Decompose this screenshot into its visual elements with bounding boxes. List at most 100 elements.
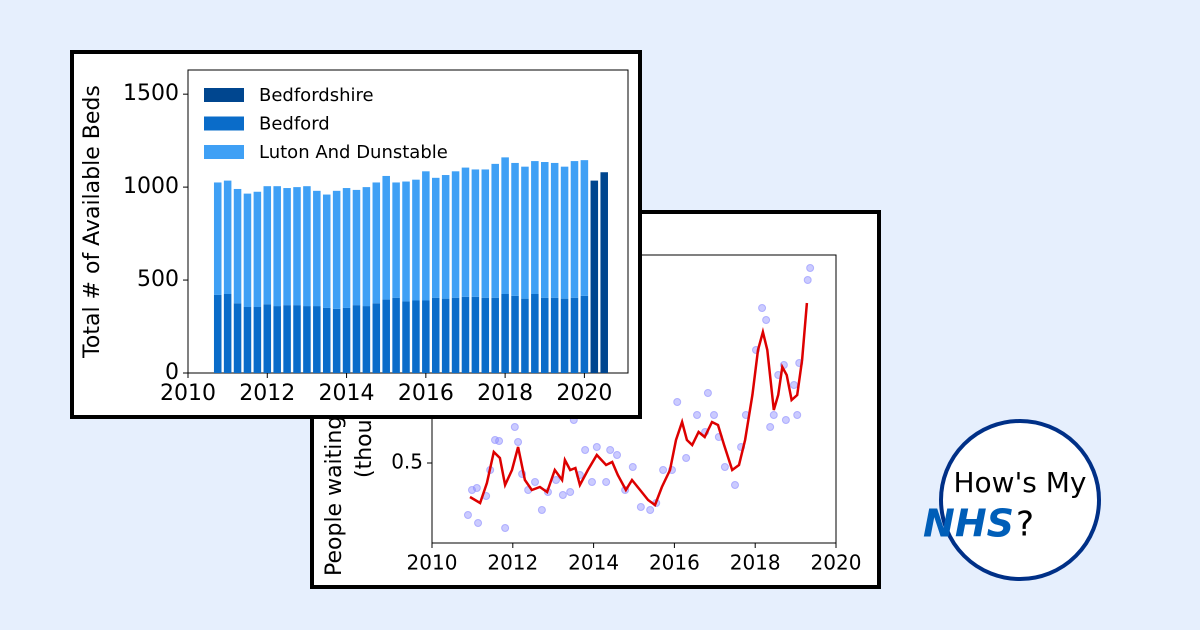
bar bbox=[392, 182, 400, 298]
x-tick-label: 2016 bbox=[398, 381, 454, 406]
scatter-point bbox=[693, 411, 702, 419]
x-tick-label: 2020 bbox=[556, 381, 612, 406]
x-tick-label: 2010 bbox=[160, 381, 216, 406]
bar bbox=[372, 182, 381, 304]
bar bbox=[471, 296, 480, 373]
bar bbox=[243, 193, 252, 308]
scatter-point bbox=[709, 411, 718, 419]
scatter-point bbox=[552, 476, 561, 484]
bar bbox=[273, 306, 281, 373]
scatter-point bbox=[781, 416, 790, 424]
scatter-point bbox=[731, 481, 739, 489]
bar bbox=[392, 297, 400, 373]
bar bbox=[283, 305, 291, 373]
scatter-point bbox=[472, 484, 481, 492]
bar bbox=[531, 161, 539, 294]
bar bbox=[481, 297, 490, 373]
bar bbox=[263, 304, 272, 373]
y-tick-label: 1500 bbox=[123, 81, 179, 106]
bar bbox=[600, 172, 608, 373]
bar bbox=[570, 297, 579, 373]
scatter-point bbox=[789, 381, 798, 389]
scatter-point bbox=[587, 478, 596, 486]
bar bbox=[362, 306, 371, 373]
bar bbox=[441, 298, 450, 373]
scatter-point bbox=[793, 411, 802, 419]
bar bbox=[283, 188, 291, 306]
scatter-point bbox=[758, 304, 767, 312]
bar bbox=[511, 295, 519, 373]
y-axis-label: People waiting bbox=[322, 416, 347, 576]
bar bbox=[362, 187, 371, 307]
scatter-point bbox=[602, 478, 611, 486]
bar bbox=[313, 190, 321, 307]
scatter-point bbox=[510, 423, 519, 431]
legend-label: Bedford bbox=[259, 114, 330, 135]
bar bbox=[451, 171, 460, 298]
bar bbox=[342, 307, 351, 373]
bar bbox=[590, 180, 599, 373]
logo-circle bbox=[939, 419, 1101, 581]
bar bbox=[521, 298, 529, 373]
bar bbox=[322, 194, 331, 308]
y-tick-label: 500 bbox=[137, 267, 179, 292]
bar bbox=[253, 307, 262, 373]
bar bbox=[422, 300, 430, 373]
scatter-point bbox=[628, 463, 637, 471]
x-tick-label: 2016 bbox=[649, 551, 700, 575]
logo-mark: ? bbox=[1016, 505, 1034, 545]
scatter-point bbox=[720, 463, 729, 471]
x-tick-label: 2012 bbox=[239, 381, 295, 406]
bar bbox=[332, 308, 341, 373]
trend-line bbox=[469, 302, 809, 507]
bar bbox=[293, 305, 301, 373]
x-tick-label: 2012 bbox=[487, 551, 538, 575]
bar bbox=[342, 188, 351, 308]
bar bbox=[461, 167, 470, 297]
bar bbox=[580, 160, 589, 296]
bar bbox=[491, 297, 499, 373]
scatter-point bbox=[537, 506, 546, 514]
scatter-point bbox=[566, 488, 575, 496]
bar bbox=[580, 295, 589, 373]
bar bbox=[431, 297, 440, 373]
bar bbox=[550, 162, 559, 298]
scatter-point bbox=[673, 398, 682, 406]
bar bbox=[332, 190, 341, 309]
legend-label: Luton And Dunstable bbox=[259, 142, 448, 163]
scatter-point bbox=[592, 443, 601, 451]
legend-swatch bbox=[204, 116, 244, 131]
bar bbox=[243, 307, 252, 373]
scatter-point bbox=[581, 446, 590, 454]
bar bbox=[352, 189, 361, 306]
bar bbox=[303, 306, 311, 373]
bar bbox=[461, 296, 470, 373]
legend-swatch bbox=[204, 145, 244, 159]
scatter-point bbox=[558, 491, 567, 499]
scatter-point bbox=[501, 524, 510, 532]
scatter-point bbox=[806, 264, 815, 272]
scatter-point bbox=[636, 503, 645, 511]
legend-label: Bedfordshire bbox=[259, 85, 374, 106]
y-tick-label: 1000 bbox=[123, 174, 179, 199]
bar bbox=[471, 169, 480, 297]
bar bbox=[372, 303, 381, 373]
scatter-point bbox=[703, 389, 712, 397]
logo-brand: NHS bbox=[923, 502, 1014, 546]
bar bbox=[511, 162, 519, 296]
scatter-point bbox=[613, 451, 622, 459]
bar bbox=[441, 175, 450, 299]
scatter-point bbox=[682, 454, 691, 462]
bar bbox=[263, 186, 272, 305]
logo-text: How's My bbox=[954, 466, 1087, 499]
bar bbox=[491, 163, 499, 298]
bar bbox=[481, 169, 490, 298]
scatter-point bbox=[766, 423, 775, 431]
x-tick-label: 2018 bbox=[477, 381, 533, 406]
y-axis-label: Total # of Available Beds bbox=[80, 85, 105, 359]
beds-chart-panel: 0 500 1000 1500 2010 2012 2014 2016 2018 2020 Tota… bbox=[70, 50, 642, 419]
logo: How's My NHS ? bbox=[923, 419, 1101, 581]
scatter-point bbox=[531, 478, 540, 486]
scatter-point bbox=[646, 506, 655, 514]
bar bbox=[560, 166, 569, 299]
